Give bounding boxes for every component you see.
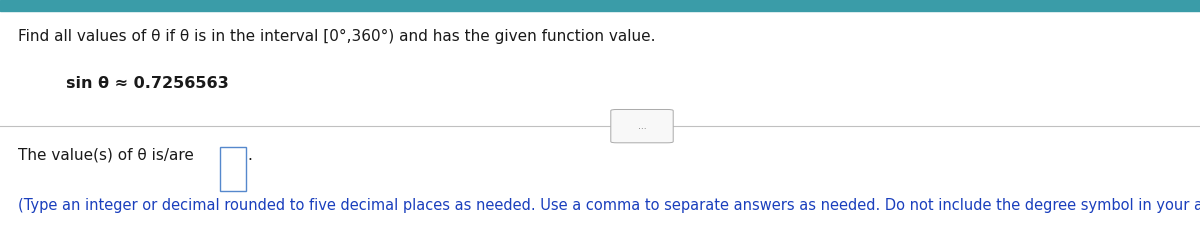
FancyBboxPatch shape bbox=[611, 109, 673, 143]
Text: (Type an integer or decimal rounded to five decimal places as needed. Use a comm: (Type an integer or decimal rounded to f… bbox=[18, 198, 1200, 213]
Text: Find all values of θ if θ is in the interval [0°,360°) and has the given functio: Find all values of θ if θ is in the inte… bbox=[18, 29, 655, 44]
Text: ...: ... bbox=[637, 122, 647, 131]
Text: sin θ ≈ 0.7256563: sin θ ≈ 0.7256563 bbox=[66, 76, 229, 91]
FancyBboxPatch shape bbox=[220, 147, 246, 191]
Text: The value(s) of θ is/are: The value(s) of θ is/are bbox=[18, 148, 194, 163]
Text: .: . bbox=[247, 148, 252, 163]
Bar bbox=[0, 0, 1200, 11]
